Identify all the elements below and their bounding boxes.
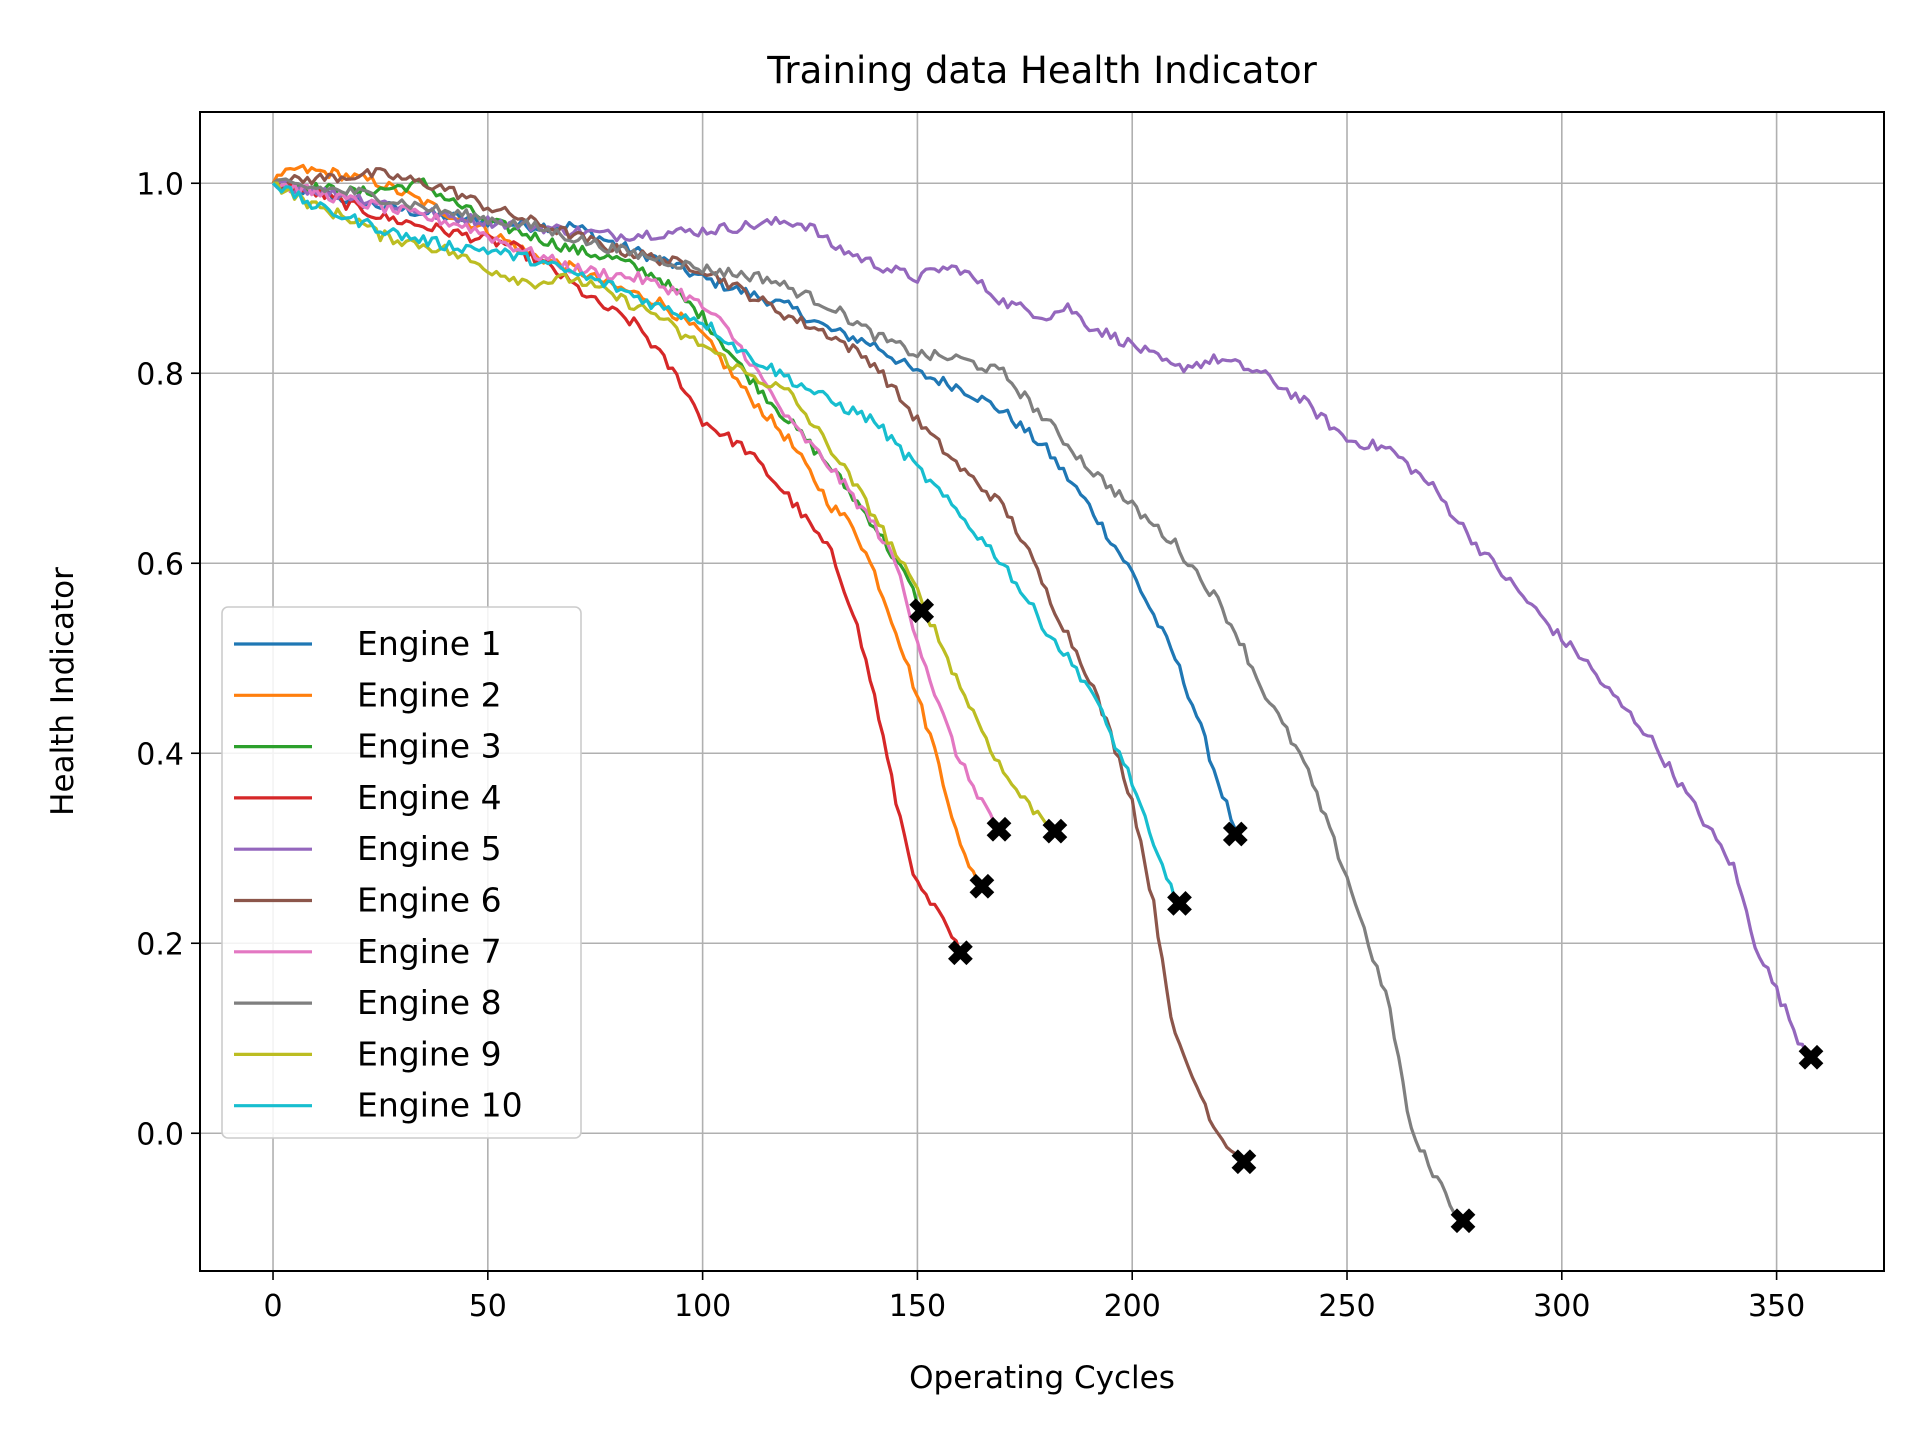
legend-label: Engine 5	[357, 829, 502, 868]
y-tick-label: 0.6	[136, 547, 184, 582]
end-marker	[1042, 818, 1068, 844]
legend-label: Engine 3	[357, 727, 502, 766]
y-axis-label: Health Indicator	[45, 567, 81, 816]
x-tick-label: 250	[1318, 1289, 1375, 1324]
legend: Engine 1 Engine 2 Engine 3 Engine 4 Engine 5…	[221, 606, 582, 1139]
x-tick-label: 50	[469, 1289, 507, 1324]
y-tick-label: 0.4	[136, 737, 184, 772]
x-axis-label: Operating Cycles	[909, 1360, 1175, 1396]
x-tick-label: 300	[1533, 1289, 1590, 1324]
end-marker	[969, 873, 995, 899]
plot-frame	[199, 111, 1885, 1272]
series-line	[272, 177, 923, 612]
y-tick-label: 0.8	[136, 357, 184, 392]
x-tick-label: 350	[1748, 1289, 1805, 1324]
y-tick-label: 0.0	[136, 1117, 184, 1152]
series-line	[272, 179, 962, 954]
series-line	[271, 182, 1181, 907]
end-marker	[948, 940, 973, 966]
legend-label: Engine 6	[357, 881, 502, 920]
y-tick-label: 0.2	[136, 927, 184, 962]
end-marker	[1167, 891, 1192, 916]
legend-label: Engine 4	[357, 778, 502, 817]
series-line	[272, 167, 1246, 1163]
end-marker	[986, 816, 1012, 842]
end-marker	[909, 598, 935, 624]
legend-label: Engine 7	[357, 932, 502, 971]
legend-label: Engine 9	[357, 1034, 502, 1073]
end-markers	[909, 598, 1824, 1234]
legend-label: Engine 1	[357, 624, 502, 663]
x-tick-label: 150	[889, 1289, 946, 1324]
legend-box	[221, 606, 582, 1139]
x-axis-ticks: 0 50 100 150 200 250 300 350	[263, 1271, 1805, 1324]
end-marker	[1231, 1149, 1257, 1175]
y-axis-ticks: 0.0 0.2 0.4 0.6 0.8 1.0	[136, 167, 200, 1152]
series-line	[272, 177, 1464, 1221]
end-marker	[1450, 1208, 1476, 1234]
series-line	[271, 182, 1001, 831]
chart-title: Training data Health Indicator	[766, 49, 1317, 92]
legend-label: Engine 10	[357, 1086, 523, 1125]
legend-label: Engine 8	[357, 983, 502, 1022]
end-marker	[1222, 821, 1248, 847]
x-tick-label: 200	[1104, 1289, 1161, 1324]
legend-label: Engine 2	[357, 675, 502, 714]
y-tick-label: 1.0	[136, 167, 184, 202]
series-layer	[271, 163, 1812, 1221]
end-marker	[1798, 1044, 1824, 1070]
x-tick-label: 0	[263, 1289, 282, 1324]
x-tick-label: 100	[674, 1289, 731, 1324]
